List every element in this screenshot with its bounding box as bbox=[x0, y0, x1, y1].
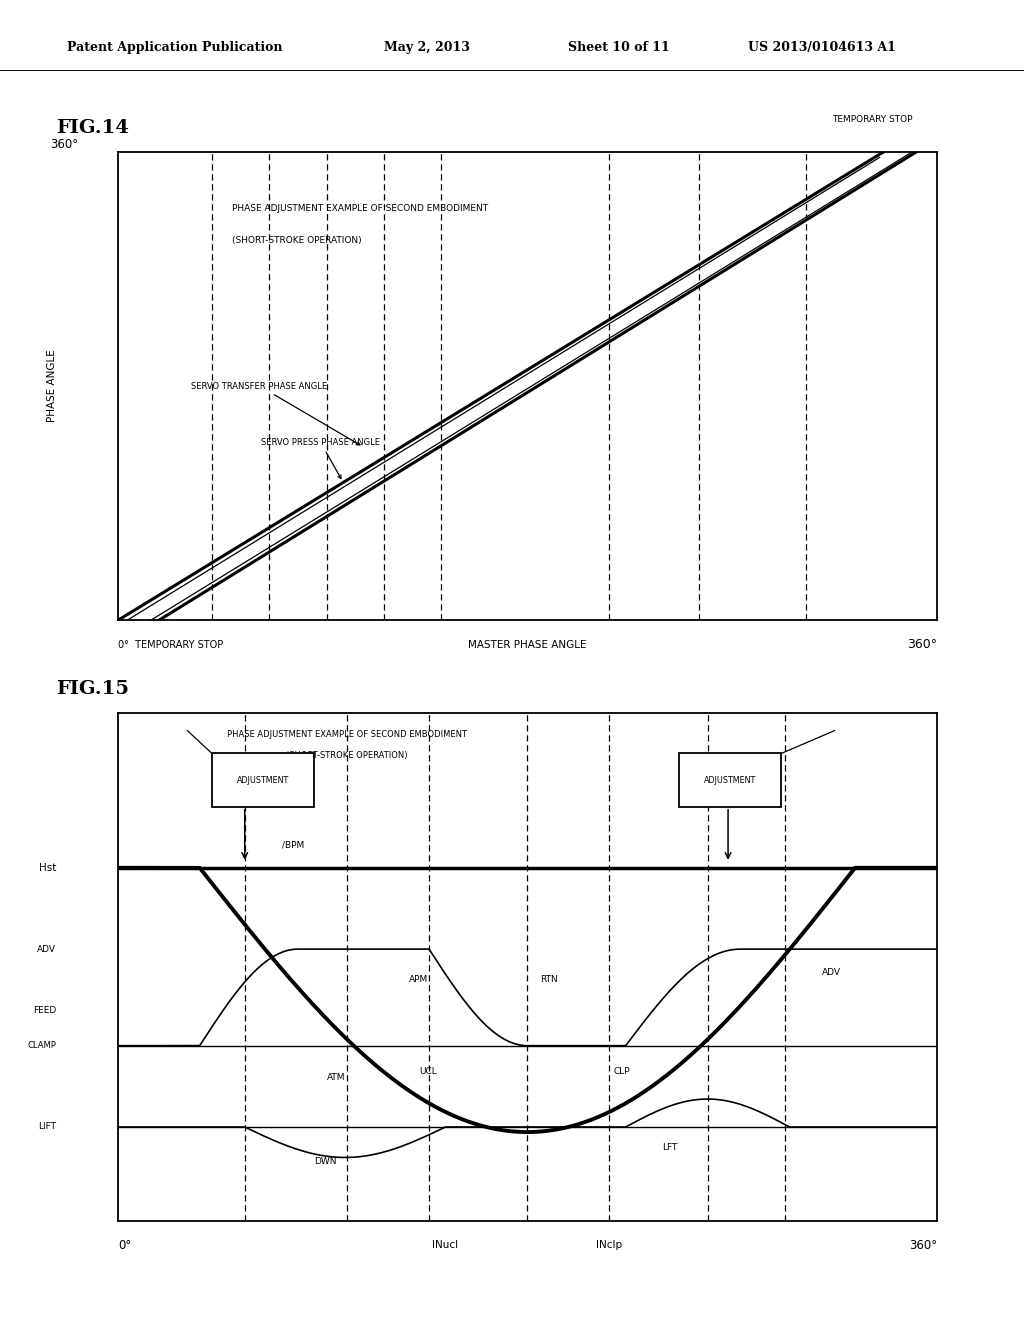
Text: TEMPORARY STOP: TEMPORARY STOP bbox=[831, 115, 912, 124]
Text: Patent Application Publication: Patent Application Publication bbox=[67, 41, 282, 54]
Text: PHASE ADJUSTMENT EXAMPLE OF SECOND EMBODIMENT: PHASE ADJUSTMENT EXAMPLE OF SECOND EMBOD… bbox=[232, 203, 488, 213]
FancyBboxPatch shape bbox=[212, 754, 314, 807]
Text: INclp: INclp bbox=[596, 1241, 623, 1250]
Text: (SHORT-STROKE OPERATION): (SHORT-STROKE OPERATION) bbox=[287, 751, 408, 760]
Text: ADV: ADV bbox=[37, 945, 56, 953]
Text: ADJUSTMENT: ADJUSTMENT bbox=[703, 776, 757, 784]
Text: /BPM: /BPM bbox=[282, 841, 304, 850]
Text: CLP: CLP bbox=[613, 1067, 630, 1076]
Text: Sheet 10 of 11: Sheet 10 of 11 bbox=[568, 41, 670, 54]
Text: LIFT: LIFT bbox=[38, 1122, 56, 1131]
Text: (SHORT-STROKE OPERATION): (SHORT-STROKE OPERATION) bbox=[232, 236, 362, 246]
Text: SERVO TRANSFER PHASE ANGLE: SERVO TRANSFER PHASE ANGLE bbox=[191, 381, 359, 445]
Text: 360°: 360° bbox=[907, 639, 937, 651]
Text: FEED: FEED bbox=[33, 1006, 56, 1015]
Text: CLAMP: CLAMP bbox=[28, 1041, 56, 1051]
Text: UCL: UCL bbox=[419, 1067, 437, 1076]
Text: US 2013/0104613 A1: US 2013/0104613 A1 bbox=[748, 41, 895, 54]
Text: PHASE ADJUSTMENT EXAMPLE OF SECOND EMBODIMENT: PHASE ADJUSTMENT EXAMPLE OF SECOND EMBOD… bbox=[227, 730, 467, 739]
Text: RTN: RTN bbox=[540, 975, 557, 985]
Text: 360°: 360° bbox=[50, 139, 79, 152]
Text: ATM: ATM bbox=[327, 1073, 345, 1081]
Text: APM: APM bbox=[409, 975, 428, 985]
FancyBboxPatch shape bbox=[679, 754, 781, 807]
Text: LFT: LFT bbox=[663, 1143, 678, 1152]
Text: ADJUSTMENT: ADJUSTMENT bbox=[237, 776, 290, 784]
Text: DWN: DWN bbox=[314, 1156, 337, 1166]
Text: Hst: Hst bbox=[39, 863, 56, 873]
Text: 0°: 0° bbox=[118, 1239, 131, 1251]
Text: 360°: 360° bbox=[909, 1239, 937, 1251]
Text: FIG.14: FIG.14 bbox=[56, 119, 129, 137]
Text: PHASE ANGLE: PHASE ANGLE bbox=[47, 350, 57, 422]
Text: 0°  TEMPORARY STOP: 0° TEMPORARY STOP bbox=[118, 640, 223, 649]
Text: INucl: INucl bbox=[432, 1241, 459, 1250]
Text: MASTER PHASE ANGLE: MASTER PHASE ANGLE bbox=[468, 640, 587, 649]
Text: May 2, 2013: May 2, 2013 bbox=[384, 41, 470, 54]
Text: ADV: ADV bbox=[822, 969, 842, 978]
Text: FIG.15: FIG.15 bbox=[56, 680, 129, 698]
Text: SERVO PRESS PHASE ANGLE: SERVO PRESS PHASE ANGLE bbox=[261, 438, 380, 479]
